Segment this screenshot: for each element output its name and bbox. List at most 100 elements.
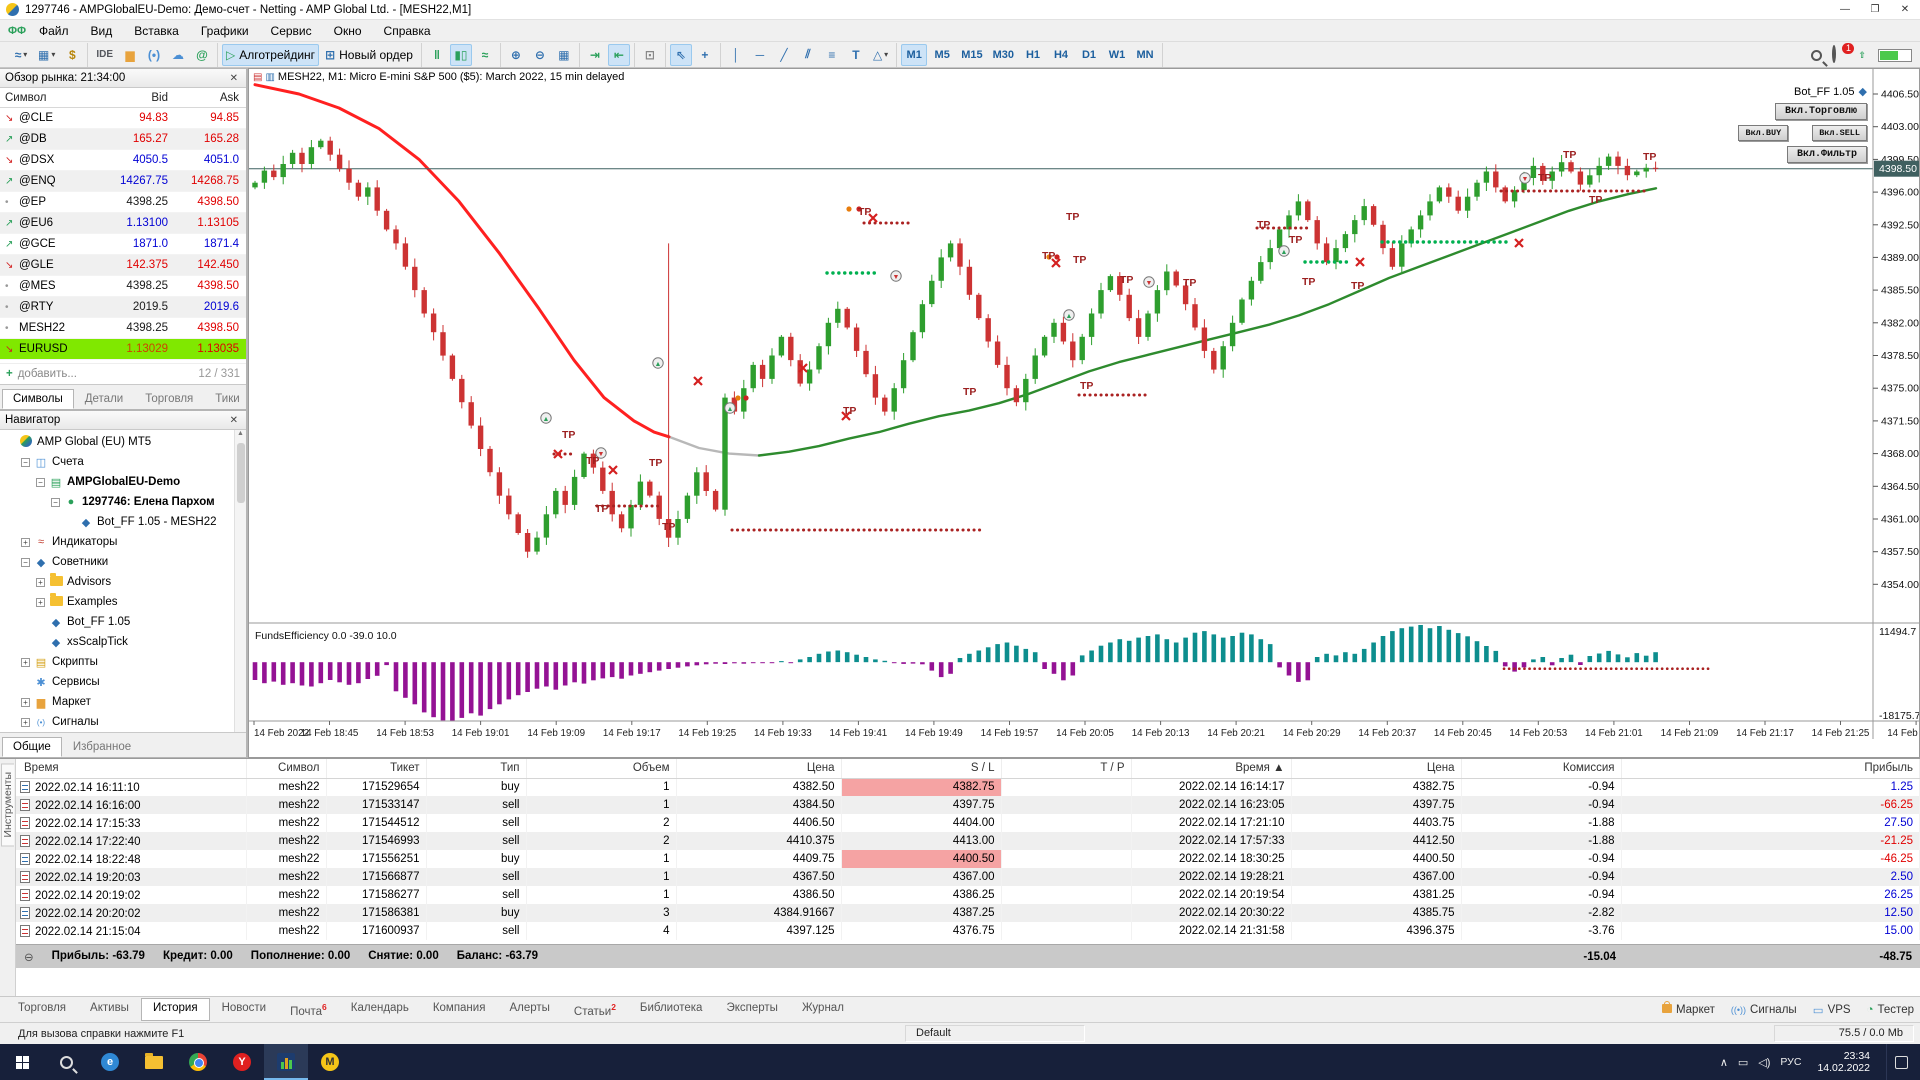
column-header-Тикет[interactable]: Тикет (326, 759, 426, 778)
trend-line-icon[interactable]: ╱ (773, 44, 795, 66)
expand-icon[interactable]: + (21, 718, 30, 727)
nav-item-Advisors[interactable]: +Advisors (0, 572, 246, 592)
collapse-icon[interactable]: − (51, 498, 60, 507)
column-header-Прибыль[interactable]: Прибыль (1621, 759, 1920, 778)
toolbox-tab-Статьи[interactable]: Статьи2 (562, 998, 628, 1022)
market-watch-close-icon[interactable]: ✕ (227, 73, 241, 84)
notification-center-icon[interactable] (1886, 1044, 1916, 1080)
symbol-row-EURUSD[interactable]: ↘EURUSD1.130291.13035 (0, 339, 246, 360)
toolbox-tab-Активы[interactable]: Активы (78, 998, 141, 1022)
toolbox-tab-Новости[interactable]: Новости (210, 998, 279, 1022)
timeframe-D1[interactable]: D1 (1076, 44, 1102, 66)
cloud-icon[interactable]: ☁ (167, 44, 189, 66)
horizontal-line-icon[interactable]: ─ (749, 44, 771, 66)
tray-speaker-icon[interactable]: ◁) (1758, 1056, 1770, 1069)
algo-play-button[interactable]: ▷Алготрейдинг (222, 44, 319, 66)
chart-window[interactable]: ▲▲▼▲▼▲▼▲▼TPTPTPTPTPTPTPTPTPTPTPTPTPTPTPT… (248, 68, 1920, 758)
toolbox-tab-История[interactable]: История (141, 998, 210, 1022)
symbol-row-@RTY[interactable]: •@RTY2019.52019.6 (0, 297, 246, 318)
nav-item-Маркет[interactable]: +▆Маркет (0, 692, 246, 712)
symbol-row-@EP[interactable]: •@EP4398.254398.50 (0, 192, 246, 213)
taskbar-clock[interactable]: 23:34 14.02.2022 (1811, 1050, 1876, 1074)
collapse-icon[interactable]: − (21, 558, 30, 567)
fibo-lines-icon[interactable]: ≡ (821, 44, 843, 66)
timeframe-M30[interactable]: M30 (989, 44, 1018, 66)
market-watch-tab-Символы[interactable]: Символы (2, 389, 74, 409)
column-header-SL[interactable]: S / L (841, 759, 1001, 778)
symbol-row-@GLE[interactable]: ↘@GLE142.375142.450 (0, 255, 246, 276)
cursor-arrow-icon[interactable]: ⇖ (670, 44, 692, 66)
symbol-row-@DB[interactable]: ↗@DB165.27165.28 (0, 129, 246, 150)
column-header-Символ[interactable]: Символ (246, 759, 326, 778)
menu-item-Файл[interactable]: Файл (28, 22, 80, 40)
bottom-item-VPS[interactable]: ▭VPS (1813, 1003, 1851, 1017)
signals-antenna-icon[interactable]: (•) (143, 44, 165, 66)
toolbox-tab-Торговля[interactable]: Торговля (6, 998, 78, 1022)
nav-item-xsScalpTick[interactable]: ◆xsScalpTick (0, 632, 246, 652)
menu-item-Сервис[interactable]: Сервис (260, 22, 323, 40)
objects-shapes-icon[interactable]: △▾ (869, 44, 892, 66)
symbol-row-@ENQ[interactable]: ↗@ENQ14267.7514268.75 (0, 171, 246, 192)
table-row[interactable]: 2022.02.14 17:15:33mesh22171544512sell24… (16, 814, 1920, 832)
collapse-icon[interactable]: − (21, 458, 30, 467)
taskbar-yandex-icon[interactable]: Y (220, 1044, 264, 1080)
symbol-row-@MES[interactable]: •@MES4398.254398.50 (0, 276, 246, 297)
taskbar-start-icon[interactable] (0, 1044, 44, 1080)
taskbar-edge-icon[interactable]: e (88, 1044, 132, 1080)
symbol-row-@DSX[interactable]: ↘@DSX4050.54051.0 (0, 150, 246, 171)
expand-icon[interactable]: + (36, 598, 45, 607)
toolbox-tab-Календарь[interactable]: Календарь (339, 998, 421, 1022)
navigator-tab-Общие[interactable]: Общие (2, 737, 62, 757)
text-tool-icon[interactable]: T (845, 44, 867, 66)
new-order-plus-button[interactable]: ⊞Новый ордер (321, 44, 417, 66)
column-header-Время[interactable]: Время ▲ (1131, 759, 1291, 778)
nav-item-Bot_FF-1-05[interactable]: ◆Bot_FF 1.05 (0, 612, 246, 632)
navigator-scrollbar[interactable]: ▲ (234, 430, 246, 732)
add-symbol-row[interactable]: + добавить... 12 / 331 (0, 363, 246, 384)
timeframe-M15[interactable]: M15 (957, 44, 986, 66)
taskbar-search-icon[interactable] (44, 1044, 88, 1080)
bottom-item-Тестер[interactable]: ◔Тестер (1867, 1004, 1914, 1016)
line-chart-icon[interactable]: ≈ (474, 44, 496, 66)
expand-icon[interactable]: + (21, 538, 30, 547)
line-style-selector-icon[interactable]: ≈▾ (10, 44, 32, 66)
timeframe-M1[interactable]: M1 (901, 44, 927, 66)
restore-button[interactable]: ❐ (1860, 0, 1890, 20)
toolbox-tab-Эксперты[interactable]: Эксперты (714, 998, 789, 1022)
table-row[interactable]: 2022.02.14 17:22:40mesh22171546993sell24… (16, 832, 1920, 850)
menu-item-Справка[interactable]: Справка (373, 22, 442, 40)
column-header-Комиссия[interactable]: Комиссия (1461, 759, 1621, 778)
column-header-Цена[interactable]: Цена (676, 759, 841, 778)
screenshot-camera-icon[interactable]: ⊡ (639, 44, 661, 66)
toolbox-tab-Компания[interactable]: Компания (421, 998, 498, 1022)
community-icon[interactable]: @ (191, 44, 213, 66)
market-bag-icon[interactable]: ▆ (119, 44, 141, 66)
bottom-item-Сигналы[interactable]: ((•))Сигналы (1731, 1004, 1797, 1016)
timeframe-MN[interactable]: MN (1132, 44, 1158, 66)
close-button[interactable]: ✕ (1890, 0, 1920, 20)
market-watch-tab-Тики[interactable]: Тики (204, 389, 250, 409)
chart-window-selector-icon[interactable]: ▦▾ (34, 44, 59, 66)
table-row[interactable]: 2022.02.14 20:19:02mesh22171586277sell14… (16, 886, 1920, 904)
tray-network-icon[interactable]: ▭ (1738, 1056, 1748, 1069)
taskbar-chrome-icon[interactable] (176, 1044, 220, 1080)
profile-selector[interactable]: Default (905, 1025, 1085, 1042)
table-row[interactable]: 2022.02.14 20:20:02mesh22171586381buy343… (16, 904, 1920, 922)
table-row[interactable]: 2022.02.14 18:22:48mesh22171556251buy144… (16, 850, 1920, 868)
timeframe-M5[interactable]: M5 (929, 44, 955, 66)
bars-chart-icon[interactable]: ‖ (426, 44, 448, 66)
menu-item-Вставка[interactable]: Вставка (123, 22, 190, 40)
auto-scroll-icon[interactable]: ⇤ (608, 44, 630, 66)
enable-trading-button[interactable]: Вкл.Торговлю (1775, 103, 1867, 120)
column-header-Время[interactable]: Время (16, 759, 246, 778)
zoom-in-icon[interactable]: ⊕ (505, 44, 527, 66)
collapse-icon[interactable]: − (36, 478, 45, 487)
profile-dollar-icon[interactable]: $ (61, 44, 83, 66)
table-row[interactable]: 2022.02.14 19:20:03mesh22171566877sell14… (16, 868, 1920, 886)
zoom-out-icon[interactable]: ⊖ (529, 44, 551, 66)
minimize-button[interactable]: — (1830, 0, 1860, 20)
enable-buy-button[interactable]: Вкл.BUY (1738, 125, 1788, 141)
nav-item-AMP-Global-EU-MT5[interactable]: AMP Global (EU) MT5 (0, 432, 246, 452)
toolbox-tab-Почта[interactable]: Почта6 (278, 998, 339, 1022)
tile-windows-icon[interactable]: ▦ (553, 44, 575, 66)
